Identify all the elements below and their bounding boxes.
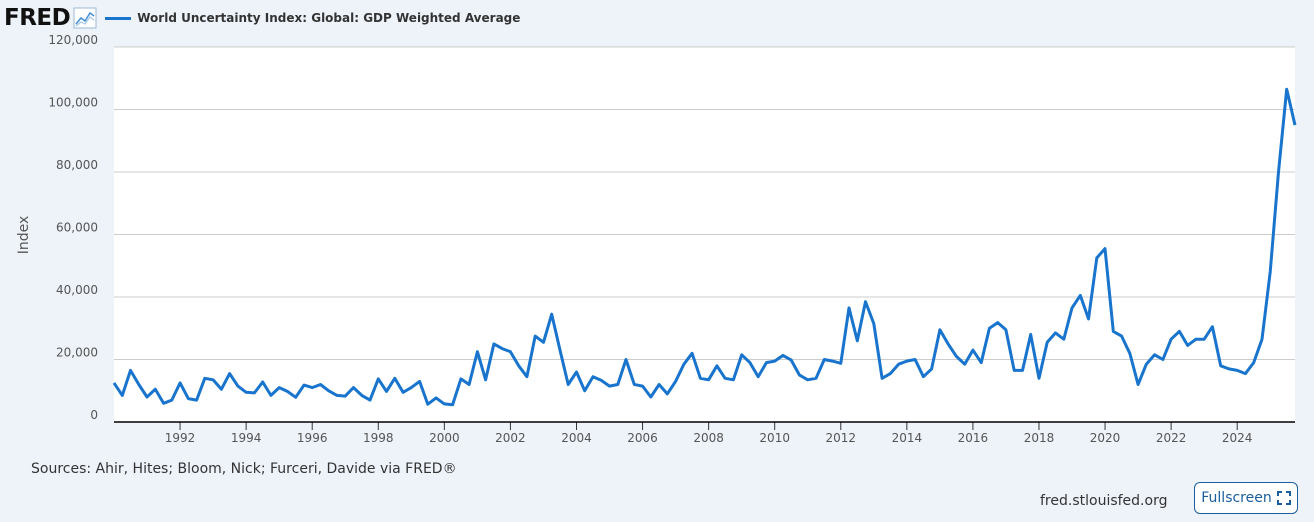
x-tick-label: 2006 — [627, 431, 658, 445]
y-tick-label: 100,000 — [48, 96, 98, 110]
trend-line-icon — [73, 7, 97, 29]
x-tick-label: 2002 — [495, 431, 526, 445]
x-tick-label: 2012 — [825, 431, 856, 445]
x-tick-label: 2000 — [429, 431, 460, 445]
x-tick-label: 2024 — [1222, 431, 1253, 445]
x-tick-label: 2020 — [1090, 431, 1121, 445]
x-tick-label: 2004 — [561, 431, 592, 445]
gridlines — [114, 46, 1295, 360]
y-tick-label: 80,000 — [56, 158, 98, 172]
y-tick-label: 60,000 — [56, 221, 98, 235]
legend-series-label: World Uncertainty Index: Global: GDP Wei… — [137, 11, 521, 25]
x-tick-label: 2010 — [759, 431, 790, 445]
legend-swatch — [105, 16, 132, 20]
x-tick-label: 2016 — [958, 431, 989, 445]
y-tick-label: 0 — [90, 408, 98, 422]
fred-logo[interactable]: FRED — [4, 4, 71, 31]
y-axis-ticks: 0 20,000 40,000 60,000 80,000 100,000 120,000 — [48, 33, 98, 422]
x-axis-ticks: 1992 1994 1996 1998 2000 2002 2004 2006 2008 2010… — [165, 422, 1253, 445]
x-tick-label: 2022 — [1156, 431, 1187, 445]
fullscreen-button[interactable]: Fullscreen — [1194, 482, 1298, 514]
y-tick-label: 20,000 — [56, 346, 98, 360]
y-tick-label: 120,000 — [48, 33, 98, 47]
y-axis-label: Index — [16, 216, 32, 255]
y-tick-label: 40,000 — [56, 283, 98, 297]
x-tick-label: 1998 — [363, 431, 394, 445]
x-tick-label: 1994 — [231, 431, 262, 445]
series-line — [112, 87, 1297, 407]
x-tick-label: 1996 — [297, 431, 328, 445]
chart-header: FRED World Uncertainty Index: Global: GD… — [4, 4, 520, 32]
sources-note: Sources: Ahir, Hites; Bloom, Nick; Furce… — [31, 461, 457, 477]
site-url[interactable]: fred.stlouisfed.org — [1040, 493, 1168, 509]
x-tick-label: 1992 — [165, 431, 196, 445]
x-tick-label: 2014 — [892, 431, 923, 445]
x-tick-label: 2008 — [693, 431, 724, 445]
fullscreen-label: Fullscreen — [1201, 490, 1272, 506]
expand-icon — [1276, 491, 1291, 505]
x-tick-label: 2018 — [1024, 431, 1055, 445]
